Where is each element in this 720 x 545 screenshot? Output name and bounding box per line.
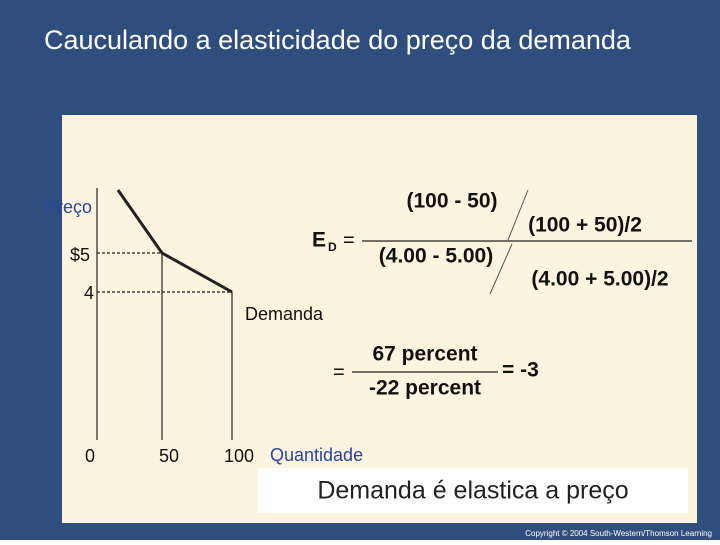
result-numerator: 67 percent — [372, 343, 477, 366]
x-label: Quantidade — [270, 445, 363, 465]
x-tick: 50 — [159, 446, 179, 466]
result-denominator: -22 percent — [369, 377, 481, 400]
conclusion: Demanda é elastica a preço — [317, 477, 628, 505]
formula-equals: = — [343, 229, 355, 251]
slash — [507, 189, 529, 241]
conclusion-box — [258, 468, 688, 513]
demand-curve — [116, 189, 233, 294]
x-tick: 100 — [224, 446, 254, 466]
curve-label: Demanda — [245, 304, 324, 324]
num-top: (100 - 50) — [406, 190, 497, 213]
title: Cauculando a elasticidade do preço da de… — [44, 25, 631, 55]
slash — [489, 243, 513, 295]
copyright: Copyright © 2004 South-Western/Thomson L… — [525, 529, 712, 538]
content-panel — [62, 115, 697, 523]
graph-lines — [96, 188, 233, 440]
result-equals: = — [333, 361, 345, 383]
num-bottom: (100 + 50)/2 — [528, 214, 642, 237]
formula-subscript: D — [328, 240, 337, 254]
formula-symbol: E — [312, 229, 326, 252]
y-label: Preço — [45, 197, 92, 217]
den-top: (4.00 - 5.00) — [379, 245, 493, 268]
y-tick: $5 — [70, 245, 90, 265]
den-bottom: (4.00 + 5.00)/2 — [531, 268, 668, 291]
title-box: Cauculando a elasticidade do preço da de… — [44, 25, 631, 55]
result: = -3 — [502, 359, 539, 382]
x-tick: 0 — [85, 446, 95, 466]
y-tick: 4 — [84, 283, 94, 303]
